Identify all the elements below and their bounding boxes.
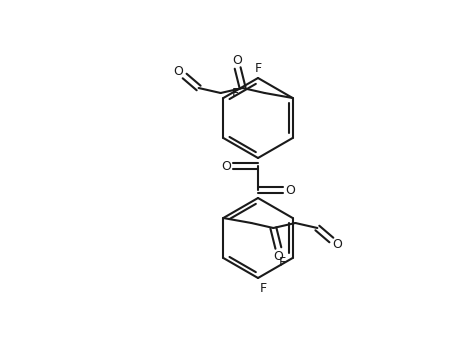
Text: O: O xyxy=(173,65,183,77)
Text: O: O xyxy=(232,54,242,66)
Text: F: F xyxy=(259,282,266,295)
Text: O: O xyxy=(220,160,231,172)
Text: F: F xyxy=(254,61,261,75)
Text: F: F xyxy=(232,86,238,100)
Text: O: O xyxy=(273,250,283,262)
Text: O: O xyxy=(284,183,294,196)
Text: O: O xyxy=(332,238,342,251)
Text: F: F xyxy=(278,256,286,270)
